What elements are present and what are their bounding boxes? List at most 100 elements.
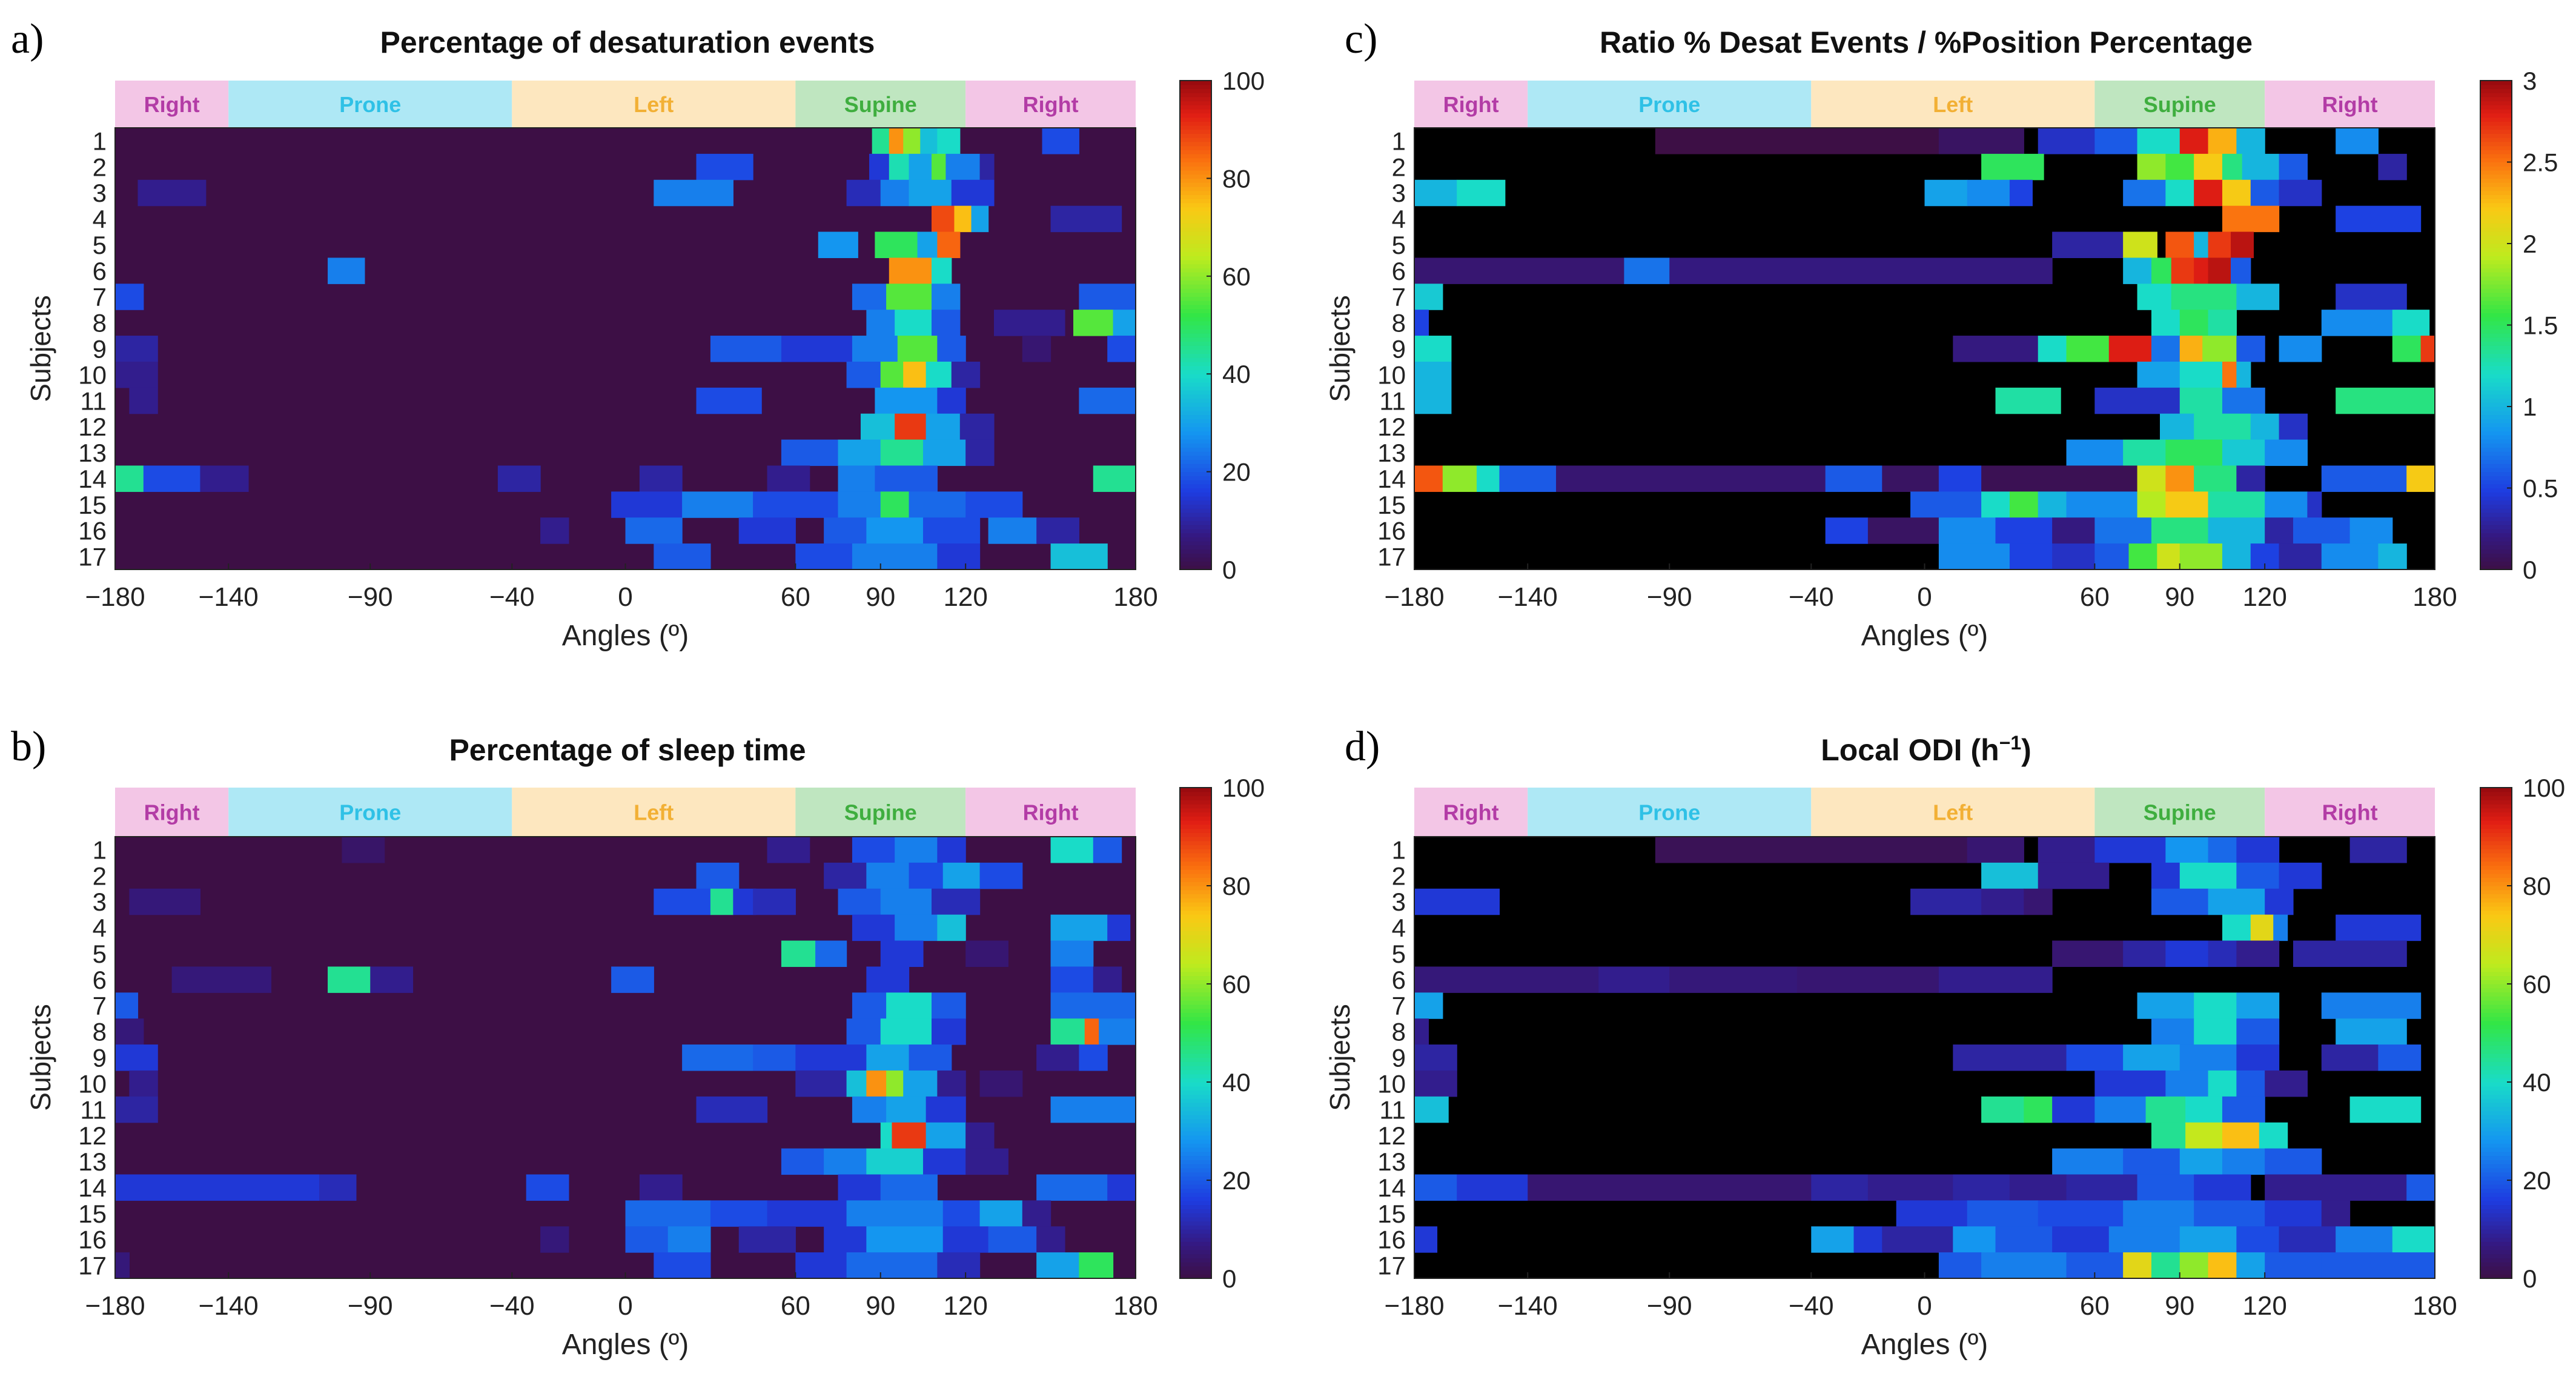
heatmap-cell — [2024, 1096, 2053, 1123]
x-tick-label: −40 — [489, 582, 535, 612]
heatmap-cell — [1995, 517, 2053, 544]
heatmap-cell — [682, 491, 753, 518]
heatmap-cell — [2208, 888, 2265, 915]
colorbar-step — [2480, 145, 2512, 150]
colorbar-step — [2480, 235, 2512, 240]
colorbar-step — [2480, 81, 2512, 85]
heatmap-cell — [200, 465, 249, 492]
heatmap-cell — [2137, 465, 2166, 492]
heatmap-cell — [824, 862, 867, 889]
colorbar-step — [1180, 1127, 1211, 1132]
position-band-right — [115, 81, 229, 128]
colorbar-step — [2480, 824, 2512, 829]
colorbar-step — [1180, 1164, 1211, 1169]
colorbar-step — [1180, 540, 1211, 546]
chart-title-text: Percentage of desaturation events — [380, 25, 875, 59]
colorbar-step — [1180, 1155, 1211, 1160]
position-band-label: Prone — [1638, 800, 1700, 825]
heatmap-cell — [2222, 543, 2251, 570]
position-band-right — [2265, 81, 2435, 128]
heatmap-cell — [1107, 336, 1136, 362]
heatmap-cell — [959, 413, 995, 440]
y-tick-label: 3 — [1392, 179, 1406, 207]
heatmap-cell — [2123, 1148, 2180, 1175]
heatmap-cell — [2157, 543, 2180, 570]
y-tick-label: 5 — [93, 231, 107, 259]
heatmap-cell — [880, 1174, 938, 1201]
heatmap-cell — [979, 862, 1023, 889]
colorbar-step — [2480, 1090, 2512, 1095]
colorbar-step — [2480, 1135, 2512, 1140]
heatmap-cell — [886, 1070, 904, 1097]
y-tick-label: 3 — [1392, 888, 1406, 916]
colorbar-step — [1180, 166, 1211, 171]
colorbar-step — [1180, 914, 1211, 919]
colorbar-step — [1180, 357, 1211, 362]
colorbar-step — [2480, 1200, 2512, 1206]
colorbar-step — [2480, 1131, 2512, 1136]
colorbar-step — [1180, 935, 1211, 940]
colorbar-step — [1180, 178, 1211, 183]
heatmap-cell — [895, 413, 927, 440]
colorbar-step — [1180, 853, 1211, 858]
colorbar-step — [1180, 101, 1211, 105]
colorbar-step — [2480, 129, 2512, 134]
heatmap-cell — [2179, 1252, 2209, 1279]
heatmap-cell — [932, 284, 961, 310]
heatmap-cell — [2336, 387, 2435, 414]
y-tick-label: 3 — [93, 179, 107, 207]
heatmap-cell — [979, 153, 995, 181]
colorbar-step — [1180, 202, 1211, 208]
heatmap-cell — [526, 1174, 569, 1201]
colorbar-step — [1180, 861, 1211, 866]
colorbar-step — [1180, 194, 1211, 199]
colorbar-step — [2480, 1004, 2512, 1009]
colorbar-step — [2480, 117, 2512, 122]
colorbar-step — [1180, 483, 1211, 489]
colorbar-step — [1180, 537, 1211, 542]
heatmap-cell — [2179, 862, 2237, 889]
colorbar-step — [1180, 1086, 1211, 1091]
colorbar-step — [1180, 873, 1211, 878]
heatmap-cell — [540, 1226, 569, 1253]
heatmap-cell — [1457, 1174, 1528, 1201]
heatmap-cell — [2094, 387, 2180, 414]
heatmap-cell — [838, 439, 881, 467]
heatmap-cell — [1938, 517, 1996, 544]
heatmap-cell — [2265, 439, 2308, 467]
heatmap-cell — [971, 205, 989, 233]
colorbar-step — [2480, 1180, 2512, 1185]
heatmap-cell — [1050, 1018, 1085, 1045]
heatmap-cell — [2123, 1252, 2152, 1279]
colorbar-step — [2480, 178, 2512, 183]
heatmap-cell — [2159, 413, 2194, 440]
x-tick-label: 120 — [943, 582, 987, 612]
position-band-label: Left — [1933, 92, 1973, 117]
colorbar-step — [1180, 422, 1211, 428]
heatmap-cell — [838, 1174, 881, 1201]
colorbar-step — [2480, 1057, 2512, 1062]
heatmap-cell — [795, 1252, 847, 1279]
colorbar-step — [1180, 301, 1211, 305]
heatmap-cell — [115, 1096, 158, 1123]
heatmap-cell — [838, 465, 875, 492]
colorbar-step — [1180, 244, 1211, 248]
y-tick-label: 2 — [1392, 153, 1406, 181]
colorbar-step — [2480, 308, 2512, 313]
colorbar-step — [1180, 857, 1211, 862]
colorbar-step — [1180, 1008, 1211, 1013]
heatmap-cell — [866, 862, 910, 889]
heatmap-cell — [979, 1070, 1023, 1097]
position-band-label: Right — [1023, 800, 1079, 825]
colorbar-step — [1180, 386, 1211, 391]
x-tick-label: 120 — [943, 1291, 987, 1321]
colorbar-step — [1180, 235, 1211, 240]
colorbar-tick-label: 40 — [2523, 1068, 2551, 1097]
colorbar-step — [2480, 288, 2512, 293]
colorbar-step — [1180, 1102, 1211, 1107]
colorbar-step — [2480, 276, 2512, 281]
x-tick-label: −90 — [1647, 582, 1692, 612]
heatmap-cell — [954, 205, 972, 233]
heatmap-cell — [2336, 914, 2422, 941]
heatmap-cell — [2222, 179, 2251, 207]
